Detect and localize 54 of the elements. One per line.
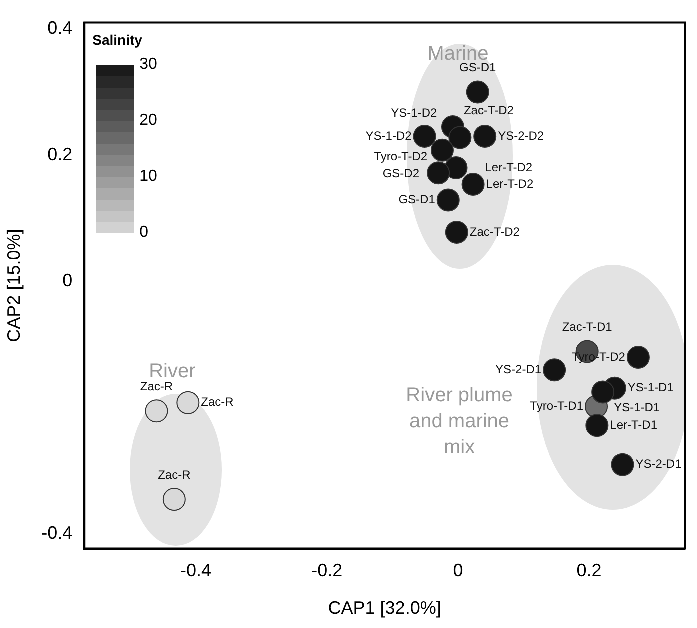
y-tick-label: 0 [62, 270, 73, 291]
point [462, 172, 485, 196]
annotation: YS-1-D2 [391, 106, 438, 120]
point [436, 188, 460, 212]
point [162, 488, 186, 512]
annotation: YS-2-D2 [498, 128, 544, 143]
annotation: YS-2-D1 [636, 457, 682, 472]
annotation: YS-2-D1 [496, 362, 542, 376]
annotation: Zac-R [201, 395, 234, 410]
y-axis-title: CAP2 [15.0%] [4, 229, 24, 342]
y-tick-label: 0.2 [48, 144, 73, 164]
point [592, 380, 615, 404]
annotation: YS-1-D1 [614, 400, 660, 415]
y-tick-label: 0.4 [48, 18, 73, 38]
y-tick-label: -0.4 [42, 523, 73, 544]
point [413, 124, 436, 148]
annotation: YS-1-D2 [366, 128, 412, 143]
point [444, 156, 468, 180]
annotation: GS-D1 [460, 60, 497, 75]
annotation: Ler-T-D2 [485, 160, 533, 174]
x-tick-label: 0 [453, 560, 464, 581]
annotation: Zac-T-D2 [470, 224, 520, 239]
annotation: Tyro-T-D2 [374, 149, 428, 164]
annotation: Zac-R [158, 468, 192, 482]
point [474, 124, 497, 148]
annotation: YS-1-D1 [628, 380, 674, 395]
annotation: Tyro-T-D1 [530, 399, 584, 414]
annotation: GS-D1 [398, 192, 436, 207]
point [145, 400, 168, 423]
point [586, 414, 609, 438]
point [611, 453, 634, 476]
point [445, 220, 468, 244]
x-tick-label: -0.2 [312, 560, 343, 581]
point [466, 80, 490, 104]
annotation: Ler-T-D2 [486, 176, 534, 191]
x-tick-label: -0.4 [180, 560, 212, 581]
annotation: GS-D2 [382, 166, 420, 181]
point [430, 138, 454, 162]
annotation: Zac-T-D1 [562, 320, 613, 334]
annotation: Ler-T-D1 [610, 418, 658, 432]
annotation: 20 [140, 110, 158, 131]
point [176, 391, 200, 414]
x-tick-label: 0.2 [576, 560, 602, 581]
point [543, 358, 566, 382]
annotation: 0 [140, 222, 149, 243]
color-bar-title: Salinity [92, 30, 144, 49]
annotation: River plume and marine mix [406, 384, 513, 458]
point [626, 346, 650, 369]
annotation: 30 [140, 54, 158, 75]
x-axis-title: CAP1 [32.0%] [328, 598, 442, 618]
annotation: 10 [140, 166, 158, 187]
annotation: Zac-T-D2 [464, 103, 514, 118]
point [448, 126, 472, 150]
point [427, 162, 450, 185]
